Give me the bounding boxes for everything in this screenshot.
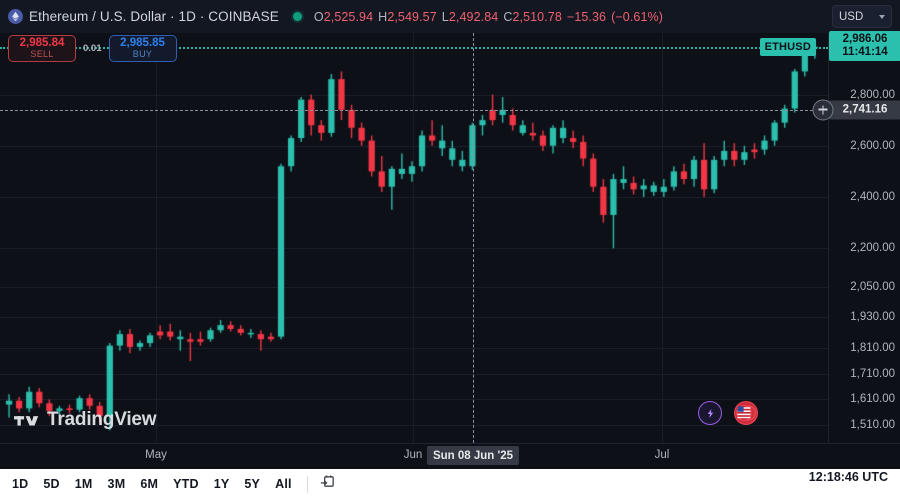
price-label: 2,400.00 (850, 191, 895, 203)
timeframe-6m[interactable]: 6M (140, 477, 159, 491)
toolbar-divider (306, 475, 308, 493)
time-label: Jul (654, 449, 670, 461)
symbol-title[interactable]: Ethereum / U.S. Dollar · 1D · COINBASE (29, 9, 279, 24)
candlestick-chart[interactable]: ETHUSD TradingView (0, 33, 828, 443)
buy-button[interactable]: 2,985.85 BUY (108, 35, 177, 62)
current-price-line (0, 46, 828, 49)
close-value: 2,510.78 (512, 9, 562, 24)
series-tag[interactable]: ETHUSD (759, 37, 816, 56)
sell-button[interactable]: 2,985.84 SELL (8, 35, 76, 62)
time-label: Jun (403, 449, 423, 461)
ai-flash-icon[interactable] (698, 401, 722, 425)
price-label: 1,930.00 (850, 311, 895, 324)
crosshair-horizontal (0, 109, 828, 111)
tradingview-watermark: TradingView (14, 409, 157, 431)
change-value: −15.36 (566, 9, 607, 24)
current-price-time: 11:41:14 (842, 46, 888, 59)
market-open-dot (292, 12, 302, 21)
timeframe-3m[interactable]: 3M (107, 477, 126, 491)
price-label: 2,800.00 (850, 88, 895, 101)
price-label: 1,710.00 (850, 367, 895, 380)
low-value: 2,492.84 (448, 9, 499, 24)
crosshair-price-value: 2,741.16 (842, 103, 888, 116)
currency-value: USD (839, 10, 864, 23)
open-label: O (313, 9, 324, 24)
currency-selector[interactable]: USD (832, 5, 892, 28)
timeframe-toolbar: 1D 5D 1M 3M 6M YTD 1Y 5Y All (0, 469, 900, 499)
low-label: L (441, 9, 449, 24)
sell-price: 2,985.84 (19, 37, 65, 50)
timeframe-all[interactable]: All (275, 477, 292, 491)
overlay-icon-group (698, 401, 758, 425)
buy-label: BUY (132, 48, 153, 59)
time-label: May (145, 449, 167, 461)
high-value: 2,549.57 (387, 9, 437, 24)
price-label: 2,200.00 (850, 242, 895, 255)
spread-value: 0.01 (83, 43, 102, 54)
timeframe-list: 1D 5D 1M 3M 6M YTD 1Y 5Y All (12, 477, 307, 491)
crosshair-date-badge: Sun 08 Jun '25 (426, 446, 520, 465)
price-axis[interactable]: 2,800.00 2,600.00 2,400.00 2,200.00 2,050.00… (812, 30, 900, 465)
current-price-badge[interactable]: 2,986.06 11:41:14 (829, 30, 900, 62)
us-flag-coin-icon[interactable] (734, 401, 758, 425)
add-order-plus-icon[interactable] (812, 99, 834, 121)
trade-panel: 2,985.84 SELL 0.01 2,985.85 BUY (8, 35, 177, 62)
timeframe-1m[interactable]: 1M (74, 477, 93, 491)
timeframe-1y[interactable]: 1Y (213, 477, 230, 491)
change-percent: (−0.61%) (611, 9, 663, 24)
chevron-down-icon (879, 14, 885, 19)
utc-clock: 12:18:46 UTC (808, 470, 888, 484)
current-price-value: 2,986.06 (842, 32, 888, 45)
chart-header: Ethereum / U.S. Dollar · 1D · COINBASE O… (0, 0, 900, 33)
ethereum-icon (8, 9, 23, 24)
watermark-text: TradingView (47, 409, 157, 430)
tradingview-logo-icon (14, 415, 39, 426)
high-label: H (378, 9, 388, 24)
buy-price: 2,985.85 (120, 37, 165, 50)
open-value: 2,525.94 (323, 9, 374, 24)
timeframe-5y[interactable]: 5Y (244, 477, 261, 491)
timeframe-1d[interactable]: 1D (12, 477, 29, 491)
price-label: 1,810.00 (850, 342, 895, 355)
price-label: 1,610.00 (850, 393, 895, 406)
crosshair-price-badge: 2,741.16 (829, 100, 900, 120)
crosshair-date-value: Sun 08 Jun '25 (432, 449, 514, 462)
price-label: 1,510.00 (850, 419, 895, 432)
candles-canvas[interactable] (0, 33, 828, 443)
close-label: C (503, 9, 513, 24)
timeframe-ytd[interactable]: YTD (173, 477, 199, 491)
series-tag-label: ETHUSD (764, 40, 811, 53)
crosshair-vertical (473, 33, 474, 443)
timeframe-5d[interactable]: 5D (43, 477, 60, 491)
price-label: 2,050.00 (850, 280, 895, 293)
date-range-icon[interactable] (319, 473, 336, 495)
time-axis[interactable]: May Jun Jul Sun 08 Jun '25 (0, 443, 900, 470)
price-label: 2,600.00 (850, 139, 895, 152)
sell-label: SELL (30, 48, 54, 59)
ohlc-values: O2,525.94 H2,549.57 L2,492.84 C2,510.78 −15.… (314, 10, 663, 24)
